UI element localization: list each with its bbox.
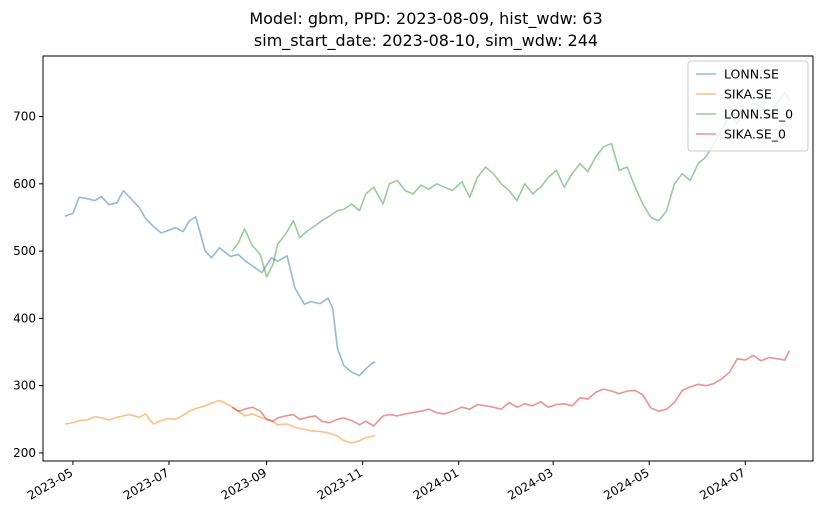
y-tick-label: 300: [13, 379, 36, 393]
x-tick-label: 2023-07: [121, 465, 171, 502]
x-tick-label: 2024-03: [505, 465, 555, 502]
chart-title-line-2: sim_start_date: 2023-08-10, sim_wdw: 244: [254, 31, 598, 51]
series-line-sika-se: [64, 399, 376, 444]
legend-label: LONN.SE: [724, 67, 779, 82]
x-tick-label: 2023-11: [315, 465, 365, 502]
legend-label: SIKA.SE_0: [724, 127, 786, 142]
legend-label: LONN.SE_0: [724, 107, 793, 122]
legend-box: [687, 60, 809, 152]
series-line-lonn-se: [64, 189, 376, 377]
y-tick-label: 700: [13, 110, 36, 124]
chart-title-line-1: Model: gbm, PPD: 2023-08-09, hist_wdw: 6…: [249, 9, 602, 29]
x-tick-label: 2023-05: [25, 465, 75, 502]
plot-frame: [42, 55, 814, 462]
x-tick-label: 2024-07: [697, 465, 747, 502]
series-line-sika-se-0: [231, 350, 791, 427]
y-axis: 200 300 400 500 600 700: [13, 110, 43, 460]
series-layer: [64, 92, 791, 444]
series-line-lonn-se-0: [231, 92, 791, 278]
y-tick-label: 400: [13, 311, 36, 325]
x-tick-label: 2023-09: [219, 465, 269, 502]
x-tick-label: 2024-05: [601, 465, 651, 502]
legend-label: SIKA.SE: [724, 87, 772, 102]
y-tick-label: 200: [13, 446, 36, 460]
legend: LONN.SE SIKA.SE LONN.SE_0 SIKA.SE_0: [687, 60, 809, 152]
y-tick-label: 500: [13, 244, 36, 258]
y-tick-label: 600: [13, 177, 36, 191]
chart-title: Model: gbm, PPD: 2023-08-09, hist_wdw: 6…: [249, 9, 602, 51]
x-axis: 2023-05 2023-07 2023-09 2023-11 2024-01 2024-…: [25, 461, 748, 503]
x-tick-label: 2024-01: [411, 465, 461, 502]
